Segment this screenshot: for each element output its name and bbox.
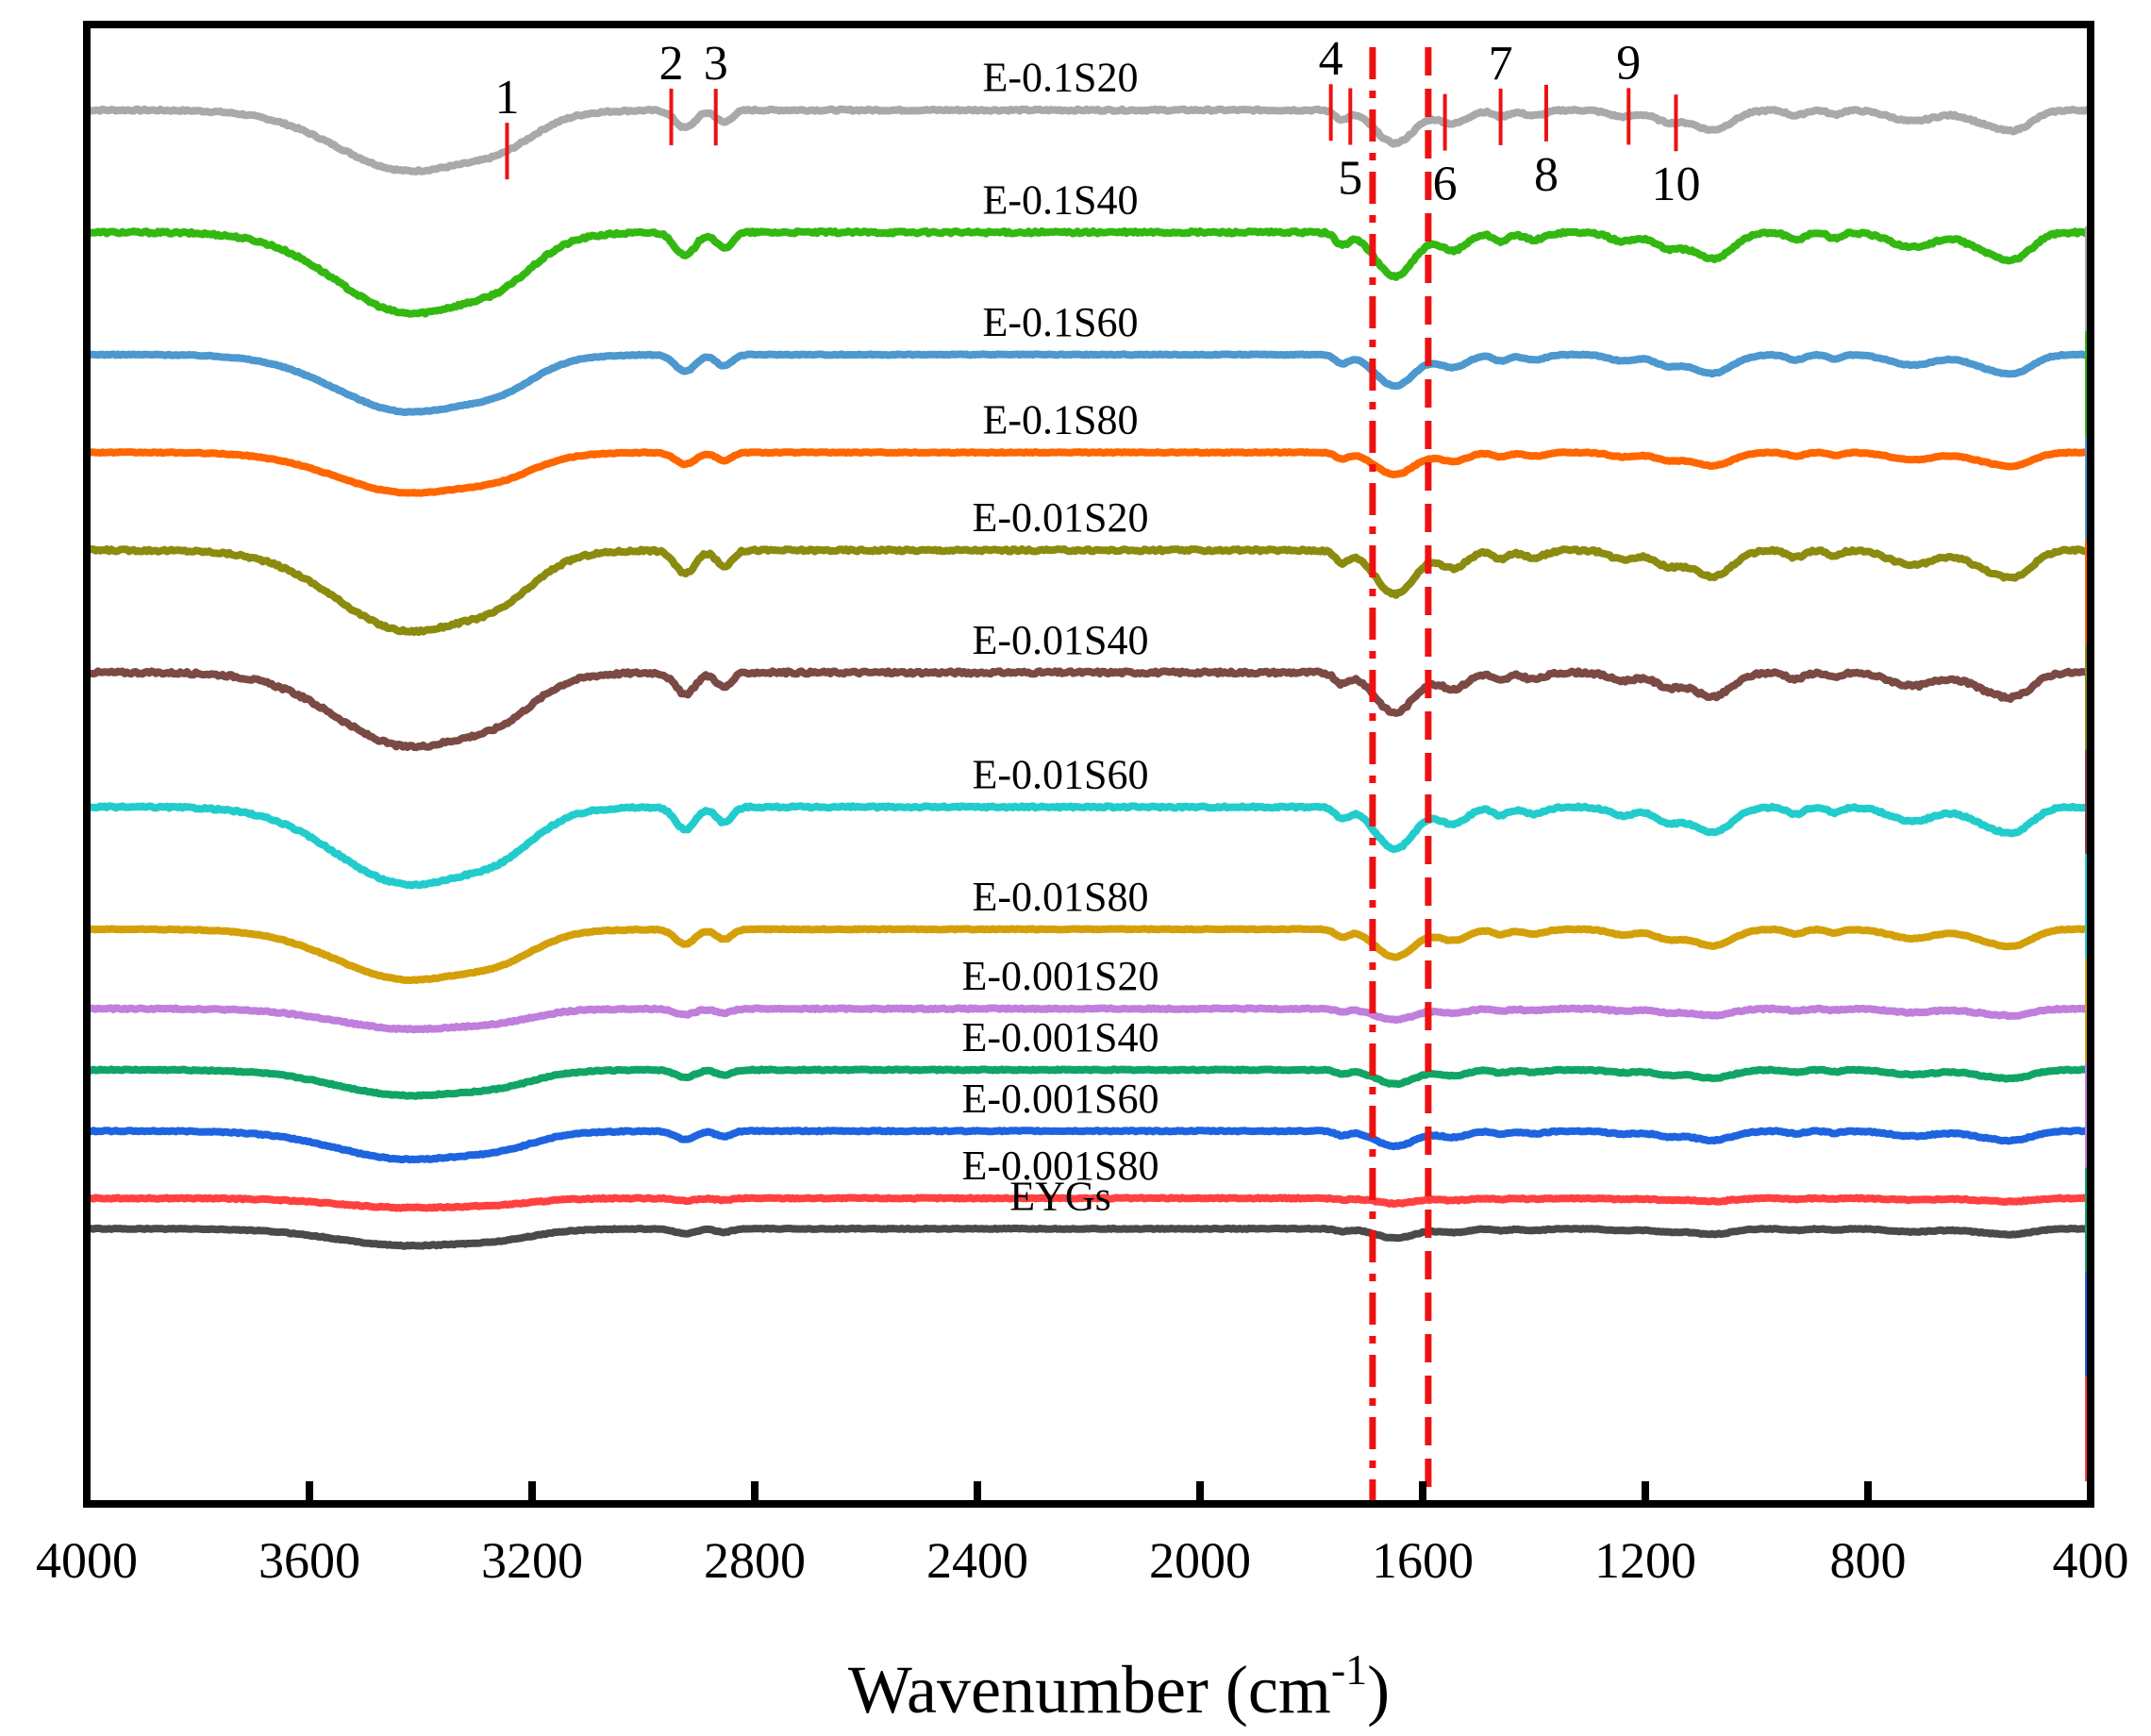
peak-label-7: 7	[1489, 37, 1513, 91]
x-tick-label-2800: 2800	[704, 1532, 806, 1589]
series-line-EYGs	[85, 1224, 2093, 1250]
peak-label-5: 5	[1338, 152, 1362, 206]
series-line-E-0.1S60	[85, 350, 2093, 416]
x-tick-label-800: 800	[1830, 1532, 1907, 1589]
x-tick-label-400: 400	[2053, 1532, 2129, 1589]
series-label-E-0.1S40: E-0.1S40	[983, 176, 1139, 223]
series-line-E-0.1S40	[84, 227, 2093, 318]
x-tick-label-2400: 2400	[926, 1532, 1028, 1589]
series-line-E-0.01S80	[85, 925, 2093, 984]
series-label-E-0.001S40: E-0.001S40	[962, 1014, 1159, 1060]
series-line-E-0.001S40	[85, 1065, 2093, 1100]
peak-label-1: 1	[494, 71, 519, 125]
series-label-E-0.01S40: E-0.01S40	[973, 617, 1149, 663]
x-tick-label-3600: 3600	[258, 1532, 360, 1589]
series-label-E-0.01S20: E-0.01S20	[973, 494, 1149, 541]
series-line-E-0.001S80	[85, 1194, 2093, 1212]
series-label-E-0.001S80: E-0.001S80	[962, 1143, 1159, 1189]
reference-lines	[1369, 47, 1432, 1504]
x-tick-label-1200: 1200	[1594, 1532, 1696, 1589]
peak-label-3: 3	[704, 37, 728, 91]
series-line-E-0.001S20	[85, 1004, 2093, 1034]
peak-label-6: 6	[1433, 158, 1458, 211]
peak-label-2: 2	[659, 37, 684, 91]
x-axis-label: Wavenumber (cm-1)	[848, 1645, 1390, 1728]
series-line-E-0.01S40	[84, 667, 2093, 752]
series-label-E-0.1S80: E-0.1S80	[983, 397, 1139, 443]
series-line-E-0.01S20	[85, 544, 2093, 637]
x-axis-ticks: 4000 3600 3200 2800 2400 2000 1600 1200 800 400	[36, 1481, 2129, 1589]
x-tick-label-1600: 1600	[1372, 1532, 1474, 1589]
series-labels: E-0.1S20 E-0.1S40 E-0.1S60 E-0.1S80 E-0.01S2…	[962, 55, 1159, 1220]
series-label-E-0.1S20: E-0.1S20	[983, 55, 1139, 101]
series-label-E-0.1S60: E-0.1S60	[983, 299, 1139, 345]
x-tick-label-3200: 3200	[481, 1532, 583, 1589]
peak-label-8: 8	[1534, 148, 1559, 202]
series-line-E-0.1S80	[85, 448, 2093, 497]
x-tick-label-2000: 2000	[1149, 1532, 1251, 1589]
series-line-E-0.01S60	[85, 802, 2093, 890]
series-label-E-0.01S80: E-0.01S80	[973, 874, 1149, 920]
x-tick-label-4000: 4000	[36, 1532, 138, 1589]
series-label-E-0.01S60: E-0.01S60	[973, 751, 1149, 797]
plot-frame	[83, 21, 2094, 1508]
series-label-E-0.001S60: E-0.001S60	[962, 1076, 1159, 1122]
peak-label-10: 10	[1651, 158, 1700, 211]
series-label-EYGs: EYGs	[1009, 1173, 1111, 1219]
series-layer	[84, 105, 2093, 1250]
peak-label-4: 4	[1319, 32, 1343, 86]
series-label-E-0.001S20: E-0.001S20	[962, 953, 1159, 999]
series-line-E-0.1S20	[85, 105, 2093, 175]
series-line-E-0.001S60	[85, 1127, 2093, 1164]
peak-label-9: 9	[1616, 36, 1641, 90]
